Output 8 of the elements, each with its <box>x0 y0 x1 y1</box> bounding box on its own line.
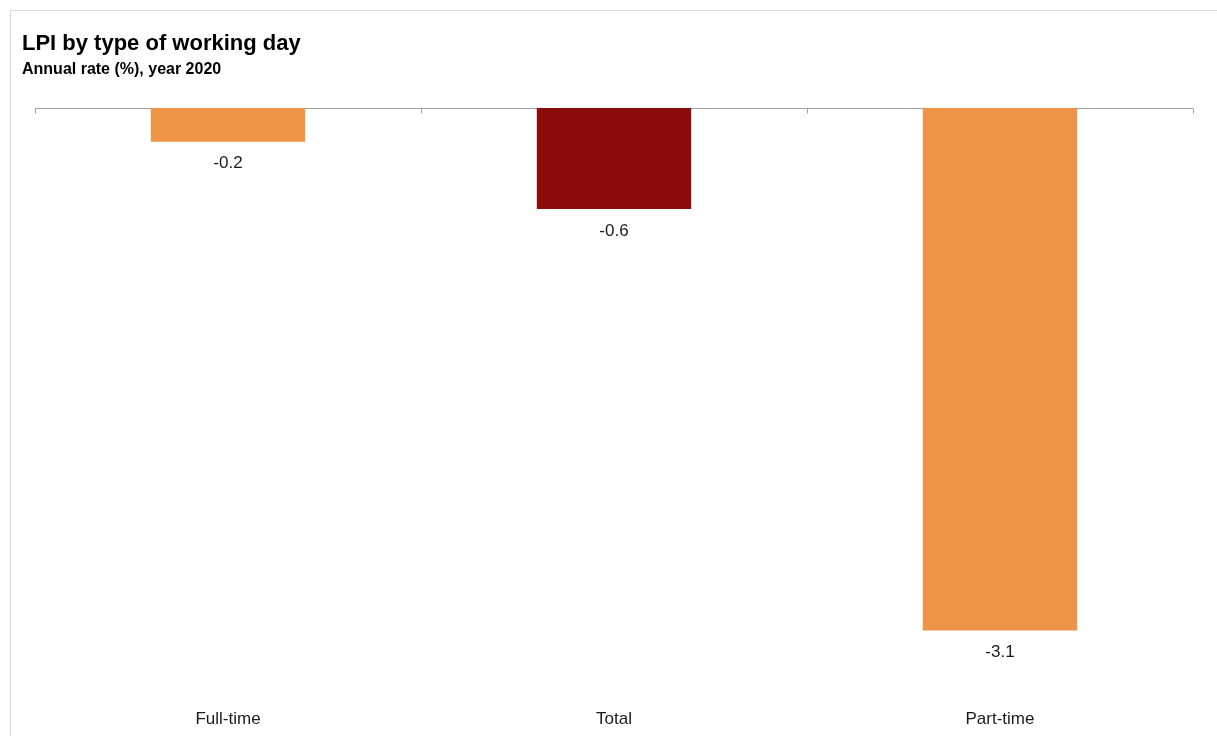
data-label: -3.1 <box>985 642 1015 662</box>
chart-subtitle: Annual rate (%), year 2020 <box>22 60 222 77</box>
data-label: -0.2 <box>213 153 243 173</box>
x-tick-label: Full-time <box>195 709 261 729</box>
data-label: -0.6 <box>599 220 629 240</box>
x-tick-label: Total <box>596 709 632 729</box>
chart-title: LPI by type of working day <box>22 30 301 55</box>
x-tick-label: Part-time <box>965 709 1035 729</box>
